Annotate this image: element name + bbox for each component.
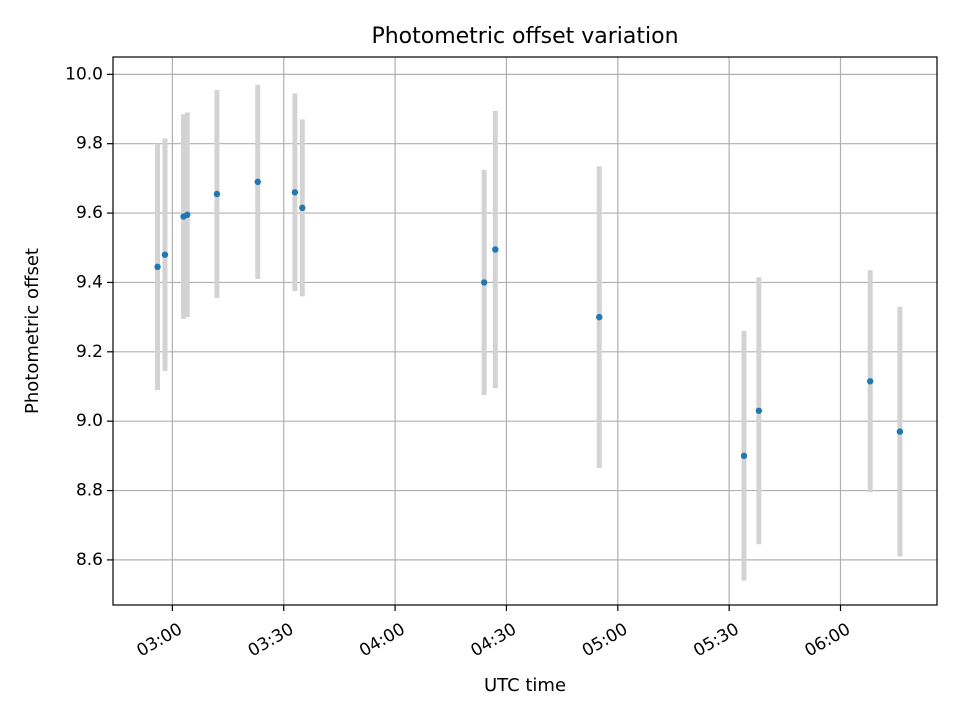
grid	[113, 57, 937, 605]
data-point	[492, 246, 499, 253]
y-tick-label: 10.0	[65, 64, 103, 84]
data-point	[740, 452, 748, 460]
plot-frame	[112, 56, 938, 606]
y-axis-ticks: 8.6 8.8 9.0 9.2 9.4 9.6 9.8 10.0	[65, 64, 113, 570]
data-point	[755, 407, 763, 414]
data-points	[154, 178, 904, 460]
y-axis-label: Photometric offset	[22, 248, 43, 414]
y-tick-label: 9.0	[76, 411, 103, 431]
data-point	[480, 279, 488, 286]
data-point	[866, 378, 874, 385]
data-point	[896, 428, 904, 435]
y-tick-label: 9.2	[76, 342, 103, 362]
data-point	[213, 190, 221, 198]
y-tick-label: 8.8	[76, 481, 103, 501]
y-tick-label: 9.6	[76, 203, 103, 223]
y-tick-label: 9.4	[76, 272, 103, 292]
y-tick-label: 8.6	[76, 550, 103, 570]
data-point	[299, 204, 306, 212]
data-point	[161, 251, 169, 258]
data-point	[254, 178, 261, 186]
y-tick-label: 9.8	[76, 134, 103, 154]
data-point	[596, 313, 603, 321]
chart-title: Photometric offset variation	[371, 24, 678, 49]
x-axis-label: UTC time	[484, 675, 566, 696]
data-point	[184, 211, 191, 219]
data-point	[291, 189, 299, 196]
data-point	[154, 263, 161, 271]
